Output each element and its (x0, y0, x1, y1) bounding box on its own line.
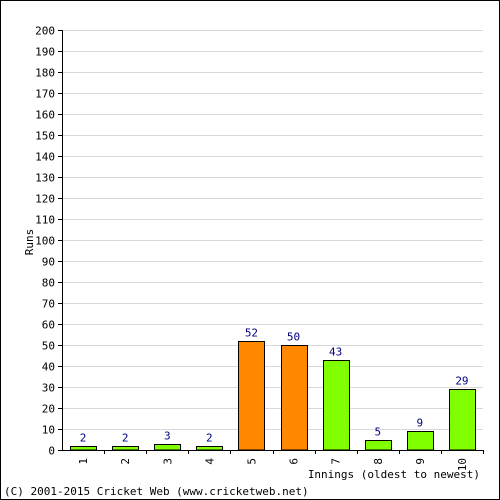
y-axis-label: Runs (23, 229, 36, 256)
y-tick-label: 190 (35, 46, 55, 59)
x-tick-label: 5 (245, 458, 258, 465)
bar (407, 431, 434, 451)
bar (238, 341, 265, 451)
bar-value-label: 2 (206, 432, 213, 445)
y-tick-label: 180 (35, 67, 55, 80)
y-tick-label: 20 (42, 403, 55, 416)
y-tick-label: 110 (35, 214, 55, 227)
y-tick-label: 140 (35, 151, 55, 164)
bar (154, 444, 181, 451)
y-tick-label: 150 (35, 130, 55, 143)
y-tick-label: 130 (35, 172, 55, 185)
y-tick-label: 60 (42, 319, 55, 332)
x-tick-label: 3 (161, 458, 174, 465)
x-tick-label: 7 (330, 458, 343, 465)
grid-lines (62, 30, 483, 430)
bar (449, 389, 476, 451)
y-tick-label: 30 (42, 382, 55, 395)
y-tick-label: 170 (35, 88, 55, 101)
bar-value-label: 50 (287, 331, 300, 344)
y-tick-label: 200 (35, 25, 55, 38)
y-tick-label: 10 (42, 424, 55, 437)
x-tick-label: 1 (77, 458, 90, 465)
bar (112, 446, 139, 451)
bar-value-label: 43 (329, 346, 342, 359)
y-tick-label: 50 (42, 340, 55, 353)
x-tick-label: 6 (288, 458, 301, 465)
bar-value-label: 2 (80, 432, 87, 445)
y-axis-ticks: 0 10 20 30 40 50 60 70 80 90 100 110 120 130 140 150 160… (35, 25, 62, 458)
bar-value-label: 9 (417, 417, 424, 430)
y-tick-label: 90 (42, 256, 55, 269)
bar-value-label: 29 (455, 375, 468, 388)
bar (365, 440, 392, 451)
y-tick-label: 80 (42, 277, 55, 290)
x-tick-label: 10 (456, 458, 469, 471)
bar-value-label: 3 (164, 430, 171, 443)
x-tick-label: 8 (372, 458, 385, 465)
x-tick-label: 9 (414, 458, 427, 465)
bar (281, 345, 308, 451)
bar-value-label: 52 (245, 327, 258, 340)
x-tick-label: 4 (203, 458, 216, 465)
bar (70, 446, 97, 451)
y-tick-label: 100 (35, 235, 55, 248)
bar (323, 360, 350, 451)
bar-value-label: 2 (122, 432, 129, 445)
y-tick-label: 70 (42, 298, 55, 311)
y-tick-label: 160 (35, 109, 55, 122)
x-tick-label: 2 (119, 458, 132, 465)
y-tick-label: 120 (35, 193, 55, 206)
copyright-footer: (C) 2001-2015 Cricket Web (www.cricketwe… (4, 485, 309, 498)
y-tick-label: 0 (48, 445, 55, 458)
bar-value-label: 5 (374, 426, 381, 439)
bar (196, 446, 223, 451)
x-axis-label: Innings (oldest to newest) (308, 468, 480, 481)
y-tick-label: 40 (42, 361, 55, 374)
